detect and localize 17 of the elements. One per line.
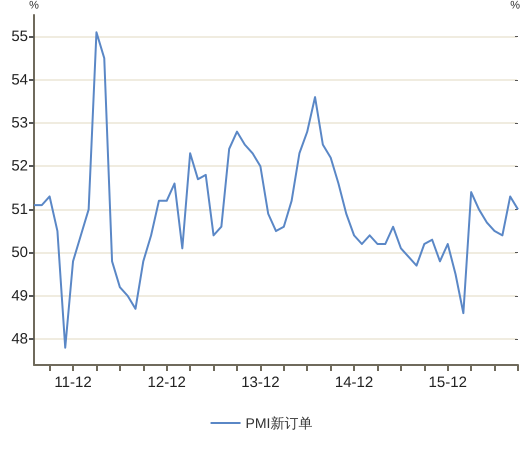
y-tick-label: 53 [11,114,28,132]
y-tick-label: 52 [11,158,28,175]
y-tick-label: 55 [11,28,28,46]
line-series [33,31,519,349]
x-tick-label: 14-12 [334,374,374,391]
y2-axis-title: % [510,0,520,12]
y-tick-label: 48 [11,330,28,348]
y-tick-label: 51 [11,200,28,218]
x-tick-label: 12-12 [148,374,186,391]
y-tick-label: 54 [11,71,28,88]
x-tick-label: 15-12 [428,374,467,391]
x-tick-label: 13-12 [241,374,280,391]
x-tick-label: 11-12 [54,374,92,391]
y-axis-title: % [29,0,40,12]
y-tick-label: 50 [11,244,28,262]
y-tick-label: 49 [11,287,28,304]
legend-label: PMI新订单 [246,415,312,431]
